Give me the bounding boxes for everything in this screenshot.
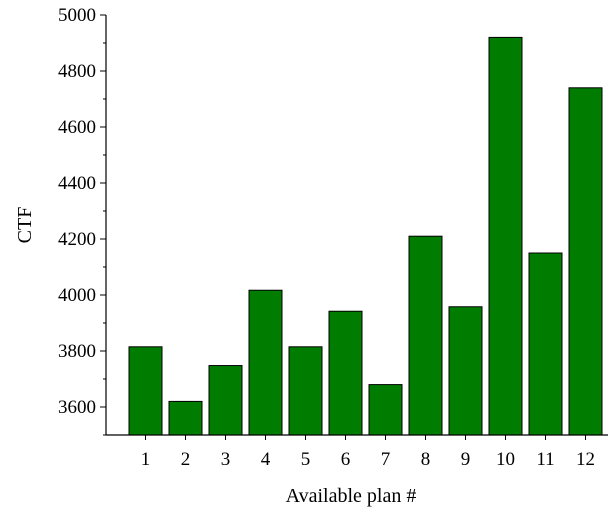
x-tick-label: 11 xyxy=(536,449,554,470)
y-axis-ticks: 3600 3800 4000 4200 4400 4600 4800 5000 xyxy=(58,5,106,436)
bar-plan-4 xyxy=(248,289,283,436)
y-tick-label: 4000 xyxy=(58,285,96,306)
bar-plan-1 xyxy=(128,346,163,436)
x-tick-label: 6 xyxy=(341,449,351,470)
x-tick-label: 2 xyxy=(181,449,191,470)
x-tick-label: 10 xyxy=(496,449,515,470)
x-tick-label: 1 xyxy=(141,449,151,470)
y-tick-label: 3600 xyxy=(58,397,96,418)
bar-plan-2 xyxy=(168,400,203,436)
y-axis-title: CTF xyxy=(14,207,36,244)
y-tick-label: 4200 xyxy=(58,229,96,250)
bar-plan-7 xyxy=(368,384,403,436)
bar-plan-11 xyxy=(528,252,563,436)
y-tick-label: 4400 xyxy=(58,173,96,194)
x-tick-label: 4 xyxy=(261,449,271,470)
y-tick-label: 5000 xyxy=(58,5,96,26)
x-tick-label: 5 xyxy=(301,449,311,470)
y-tick-label: 4600 xyxy=(58,117,96,138)
bar-plan-6 xyxy=(328,310,363,436)
y-tick-label: 3800 xyxy=(58,341,96,362)
x-tick-label: 9 xyxy=(461,449,471,470)
x-tick-label: 7 xyxy=(381,449,391,470)
bars-group xyxy=(128,36,603,436)
bar-plan-9 xyxy=(448,306,483,436)
bar-plan-10 xyxy=(488,36,523,436)
x-axis-ticks: 1 2 3 4 5 6 7 8 9 10 11 12 xyxy=(141,435,595,470)
x-tick-label: 12 xyxy=(576,449,595,470)
x-tick-label: 8 xyxy=(421,449,431,470)
y-tick-label: 4800 xyxy=(58,61,96,82)
bar-plan-3 xyxy=(208,365,243,436)
x-axis-title: Available plan # xyxy=(286,485,417,507)
bar-plan-8 xyxy=(408,235,443,436)
bar-plan-5 xyxy=(288,346,323,436)
x-tick-label: 3 xyxy=(221,449,231,470)
bar-plan-12 xyxy=(568,87,603,436)
